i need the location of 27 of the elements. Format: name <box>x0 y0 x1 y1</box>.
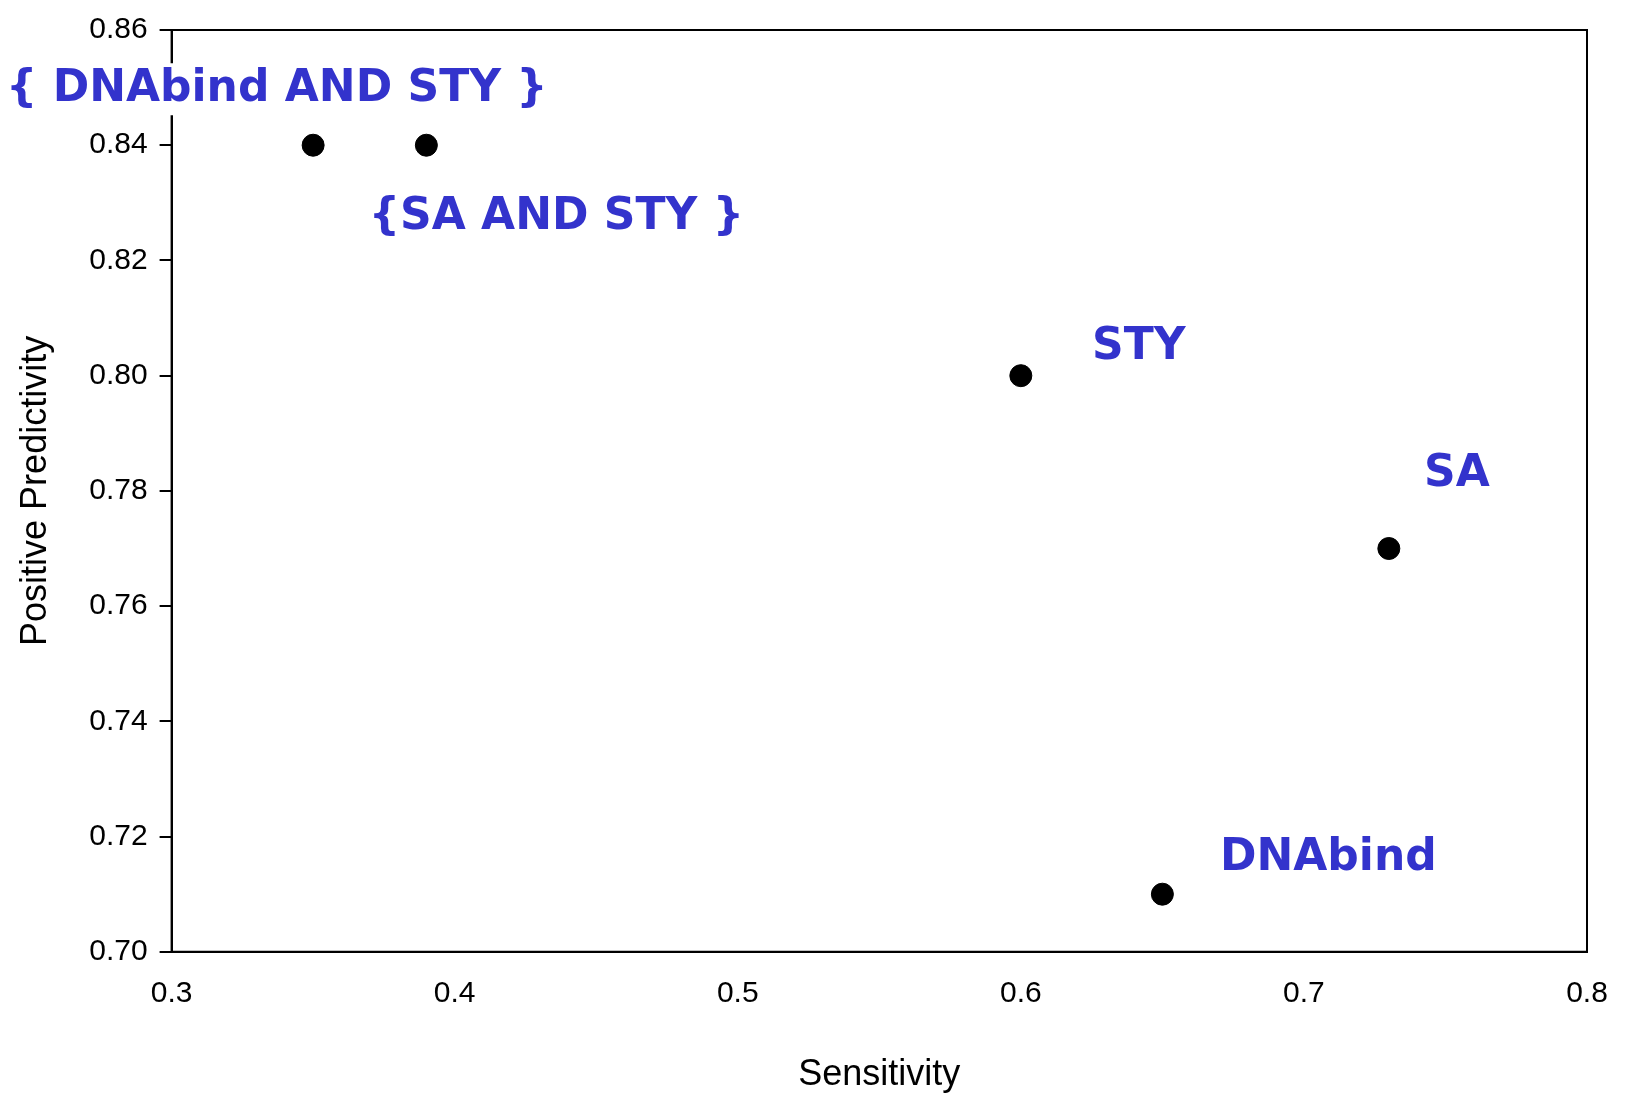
annotation: {SA AND STY } <box>368 187 745 239</box>
y-tick-label: 0.72 <box>89 817 148 851</box>
point <box>1009 364 1033 388</box>
y-tick-label: 0.84 <box>89 126 148 160</box>
y-tick-label: 0.76 <box>89 587 148 621</box>
annotation: SA <box>1423 444 1490 496</box>
point <box>1150 882 1174 906</box>
point <box>1377 537 1401 561</box>
x-tick-label: 0.4 <box>433 975 476 1009</box>
x-tick-label: 0.7 <box>1283 975 1325 1009</box>
annotation: DNAbind <box>1219 828 1437 880</box>
y-tick-label: 0.80 <box>89 356 148 390</box>
x-tick-label: 0.8 <box>1566 975 1608 1009</box>
x-tick-label: 0.3 <box>150 975 193 1009</box>
y-tick-label: 0.86 <box>89 11 148 45</box>
annotation: { DNAbind AND STY } <box>6 59 548 111</box>
y-tick-label: 0.78 <box>89 472 148 506</box>
point <box>414 133 438 157</box>
y-tick-label: 0.70 <box>89 933 148 967</box>
x-tick-label: 0.5 <box>716 975 759 1009</box>
y-tick-label: 0.82 <box>89 241 148 275</box>
x-tick-label: 0.6 <box>999 975 1042 1009</box>
annotation: STY <box>1092 318 1187 370</box>
y-axis-title: Positive Predictivity <box>12 335 54 646</box>
point <box>301 133 325 157</box>
y-tick-label: 0.74 <box>89 702 148 736</box>
x-axis-title: Sensitivity <box>798 1052 961 1094</box>
